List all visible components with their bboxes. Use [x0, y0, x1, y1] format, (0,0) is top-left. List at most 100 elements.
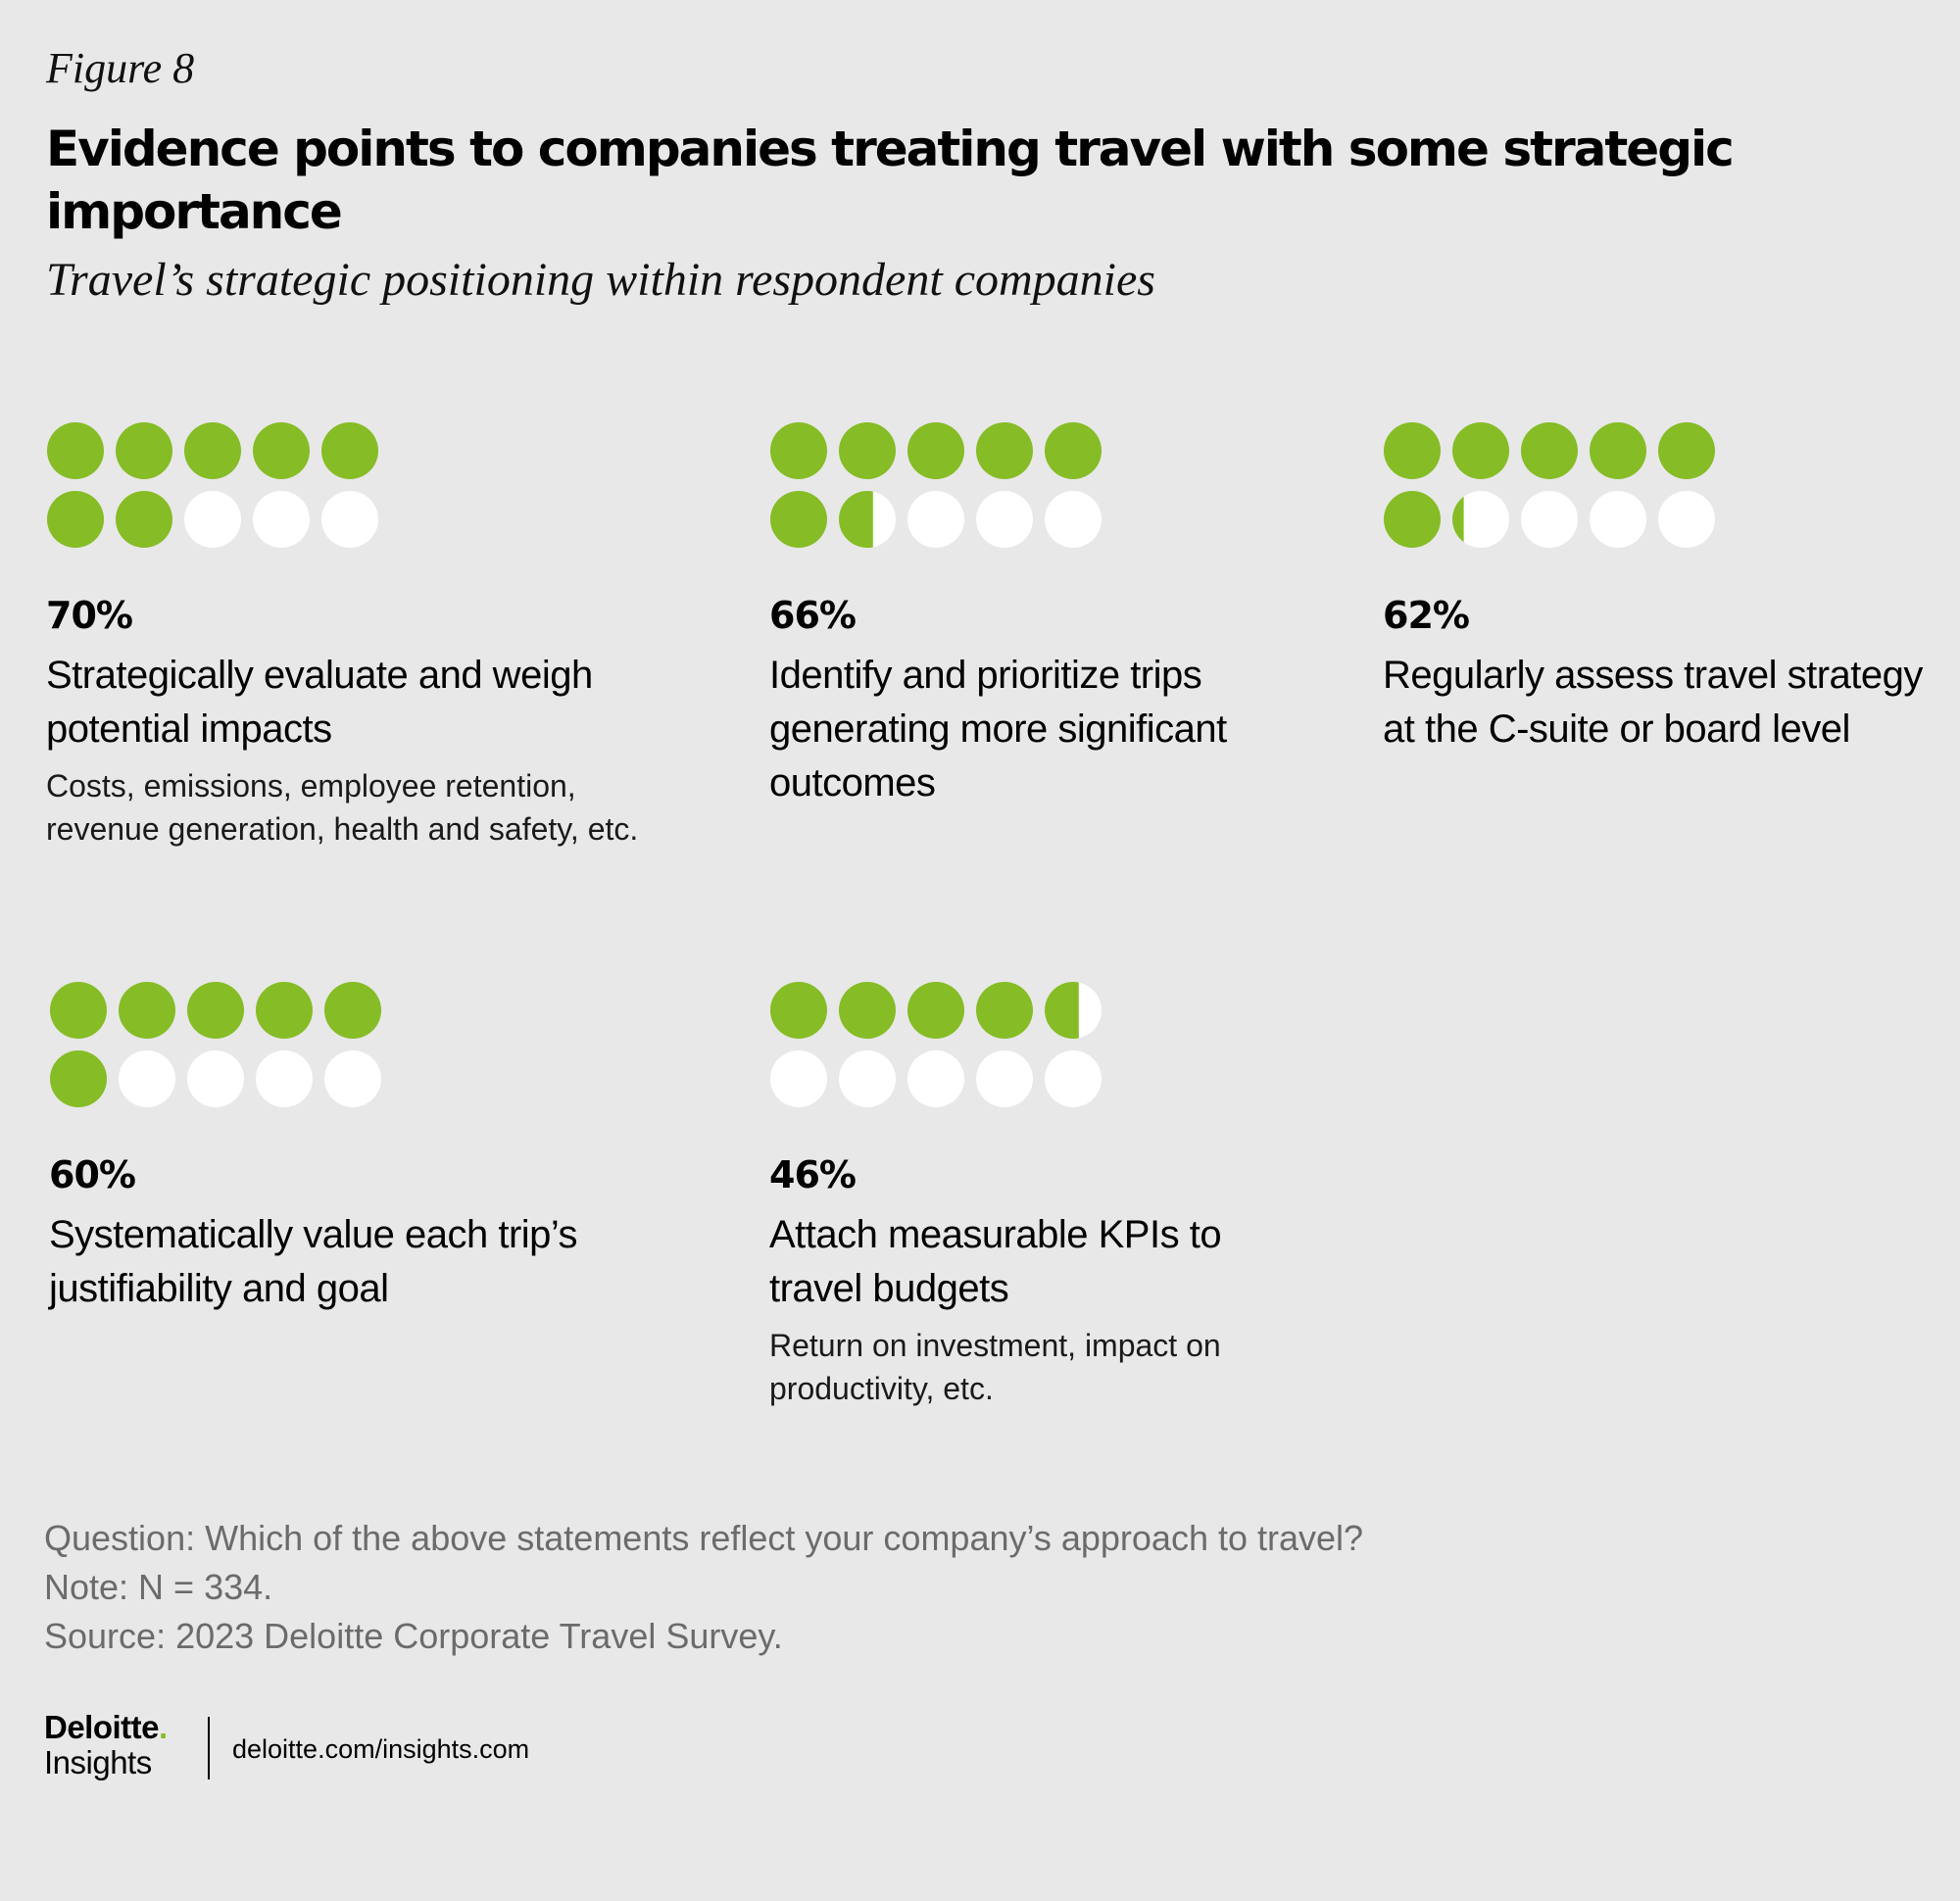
- dot-empty: [1452, 491, 1509, 548]
- chart-title: Evidence points to companies treating tr…: [46, 121, 1735, 240]
- dot-filled: [116, 422, 172, 479]
- dot-filled: [907, 422, 964, 479]
- dot: [770, 491, 827, 548]
- stat-panel: 60% Systematically value each trip’s jus…: [49, 981, 657, 1310]
- stat-panel: 70% Strategically evaluate and weigh pot…: [46, 421, 654, 847]
- dot: [184, 491, 241, 548]
- dot-empty: [976, 1050, 1033, 1107]
- dot-filled: [1658, 422, 1715, 479]
- dot: [907, 1050, 964, 1107]
- dot: [839, 982, 896, 1039]
- dot: [839, 491, 896, 548]
- source-note: Source: 2023 Deloitte Corporate Travel S…: [44, 1616, 783, 1656]
- stat-panel: 66% Identify and prioritize trips genera…: [769, 421, 1377, 804]
- dot: [50, 1050, 107, 1107]
- dot: [1384, 491, 1441, 548]
- stat-panel: 46% Attach measurable KPIs to travel bud…: [769, 981, 1377, 1406]
- dot-matrix: [47, 422, 378, 548]
- deloitte-logo: Deloitte. Insights: [44, 1710, 168, 1780]
- dot: [253, 491, 310, 548]
- dot-empty: [253, 491, 310, 548]
- dot-filled: [324, 982, 381, 1039]
- dot: [256, 982, 313, 1039]
- dot: [47, 491, 104, 548]
- dot: [770, 422, 827, 479]
- dot-matrix: [770, 982, 1102, 1107]
- dot-filled: [1590, 422, 1646, 479]
- brand-subtitle: Insights: [44, 1744, 152, 1780]
- dot: [976, 982, 1033, 1039]
- dot: [184, 422, 241, 479]
- brand-dot: .: [159, 1709, 168, 1745]
- dot: [839, 422, 896, 479]
- dot: [1590, 422, 1646, 479]
- dot-empty: [321, 491, 378, 548]
- dot: [1521, 491, 1578, 548]
- dot: [116, 422, 172, 479]
- dot: [976, 1050, 1033, 1107]
- dot: [50, 982, 107, 1039]
- dot: [256, 1050, 313, 1107]
- dot: [1045, 1050, 1102, 1107]
- dot-matrix: [1384, 422, 1715, 548]
- dot-empty: [184, 491, 241, 548]
- dot: [119, 1050, 175, 1107]
- chart-subtitle: Travel’s strategic positioning within re…: [46, 254, 1155, 306]
- dot-filled: [47, 491, 104, 548]
- dot-empty: [770, 1050, 827, 1107]
- dot-partial: [839, 491, 873, 548]
- dot-filled: [770, 422, 827, 479]
- stat-panel: 62% Regularly assess travel strategy at …: [1383, 421, 1960, 751]
- dot-partial: [1045, 982, 1079, 1039]
- dot-empty: [119, 1050, 175, 1107]
- stat-value: 60%: [49, 1153, 136, 1196]
- dot: [119, 982, 175, 1039]
- dot-filled: [770, 982, 827, 1039]
- dot-filled: [770, 491, 827, 548]
- dot-matrix: [770, 422, 1102, 548]
- dot-filled: [47, 422, 104, 479]
- dot-matrix: [50, 982, 381, 1107]
- dot: [1452, 491, 1509, 548]
- dot: [907, 491, 964, 548]
- dot: [1384, 422, 1441, 479]
- stat-label: Systematically value each trip’s justifi…: [49, 1213, 578, 1310]
- dot: [187, 982, 244, 1039]
- stat-value: 70%: [46, 594, 133, 637]
- dot-empty: [907, 1050, 964, 1107]
- dot-filled: [1452, 422, 1509, 479]
- dot-empty: [839, 1050, 896, 1107]
- dot-empty: [1045, 1050, 1102, 1107]
- dot: [47, 422, 104, 479]
- stat-label: Strategically evaluate and weigh potenti…: [46, 654, 593, 751]
- dot-filled: [50, 1050, 107, 1107]
- brand-divider: [208, 1717, 210, 1779]
- dot-empty: [1521, 491, 1578, 548]
- dot-filled: [253, 422, 310, 479]
- dot: [1452, 422, 1509, 479]
- brand-url[interactable]: deloitte.com/insights.com: [232, 1734, 530, 1764]
- dot: [1045, 422, 1102, 479]
- dot: [1658, 422, 1715, 479]
- dot-filled: [1045, 422, 1102, 479]
- dot: [324, 982, 381, 1039]
- dot: [253, 422, 310, 479]
- dot: [321, 491, 378, 548]
- stat-value: 62%: [1383, 594, 1470, 637]
- dot-filled: [907, 982, 964, 1039]
- stat-label: Regularly assess travel strategy at the …: [1383, 654, 1923, 751]
- dot-empty: [256, 1050, 313, 1107]
- stat-value: 66%: [769, 594, 857, 637]
- dot-filled: [256, 982, 313, 1039]
- stat-detail: Return on investment, impact on producti…: [769, 1328, 1221, 1406]
- dot-filled: [976, 422, 1033, 479]
- dot-empty: [1590, 491, 1646, 548]
- dot-filled: [50, 982, 107, 1039]
- stat-value: 46%: [769, 1153, 857, 1196]
- dot: [1045, 982, 1102, 1039]
- dot-empty: [324, 1050, 381, 1107]
- stat-label: Attach measurable KPIs to travel budgets: [769, 1213, 1222, 1310]
- dot-empty: [907, 491, 964, 548]
- dot-filled: [187, 982, 244, 1039]
- dot-filled: [321, 422, 378, 479]
